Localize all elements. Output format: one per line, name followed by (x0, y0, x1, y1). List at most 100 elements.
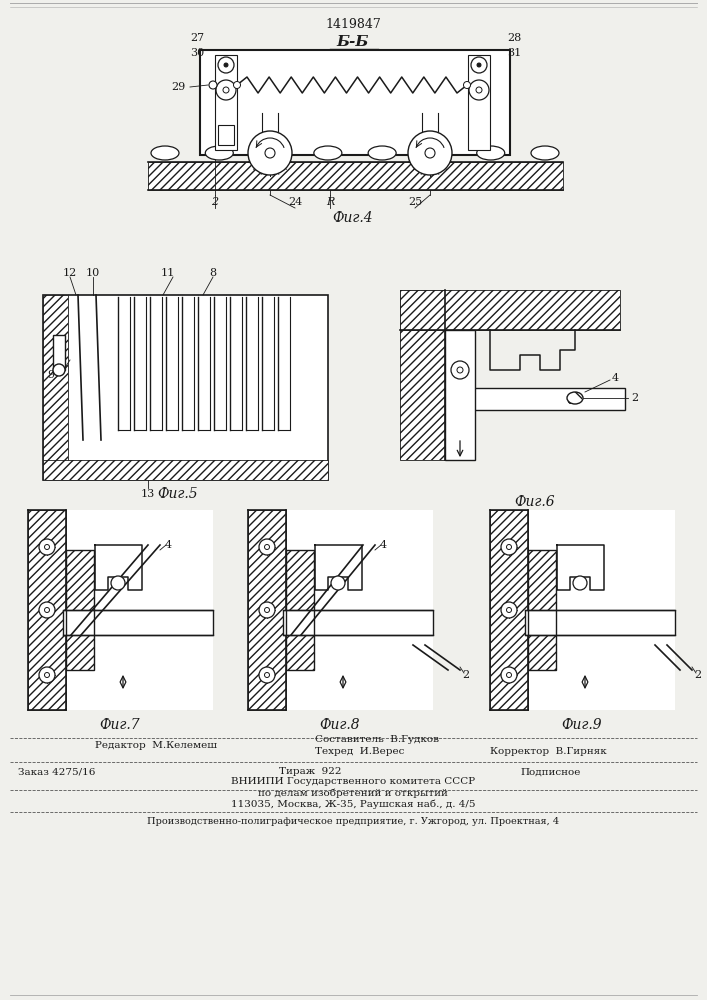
Circle shape (331, 576, 345, 590)
Text: Корректор  В.Гирняк: Корректор В.Гирняк (490, 748, 607, 756)
Text: 30: 30 (190, 48, 204, 58)
Circle shape (218, 57, 234, 73)
Bar (445, 388, 625, 410)
Bar (218, 125, 234, 145)
Text: Тираж  922: Тираж 922 (279, 768, 341, 776)
Bar (445, 330, 475, 460)
Text: Производственно-полиграфическое предприятие, г. Ужгород, ул. Проектная, 4: Производственно-полиграфическое предприя… (147, 818, 559, 826)
Text: 113035, Москва, Ж-35, Раушская наб., д. 4/5: 113035, Москва, Ж-35, Раушская наб., д. … (230, 799, 475, 809)
Text: Подписное: Подписное (520, 768, 580, 776)
Circle shape (451, 361, 469, 379)
Circle shape (39, 667, 55, 683)
Text: 8: 8 (209, 268, 216, 278)
Bar (400, 290, 445, 460)
Bar (63, 610, 213, 635)
Bar (490, 510, 528, 710)
Ellipse shape (368, 146, 396, 160)
Bar (28, 510, 213, 710)
Circle shape (259, 667, 275, 683)
Bar (400, 290, 620, 330)
Text: 31: 31 (507, 48, 521, 58)
Bar (66, 550, 94, 670)
Bar (286, 550, 314, 670)
Text: Фиг.5: Фиг.5 (158, 487, 198, 501)
Circle shape (264, 672, 269, 678)
Bar (490, 510, 675, 710)
Ellipse shape (205, 146, 233, 160)
Text: 12: 12 (63, 268, 77, 278)
Text: 27: 27 (190, 33, 204, 43)
Text: Заказ 4275/16: Заказ 4275/16 (18, 768, 95, 776)
Bar (43, 460, 328, 480)
Circle shape (506, 544, 511, 550)
Bar (525, 610, 675, 635)
Text: 2: 2 (462, 670, 469, 680)
Circle shape (45, 607, 49, 612)
Bar (400, 290, 620, 330)
Bar (148, 162, 563, 190)
Ellipse shape (259, 146, 288, 160)
Circle shape (264, 544, 269, 550)
Text: 9: 9 (47, 370, 54, 380)
Bar (283, 610, 433, 635)
Bar (286, 550, 314, 670)
Text: 24: 24 (288, 197, 302, 207)
Bar (248, 510, 286, 710)
Bar (568, 392, 582, 404)
Bar (528, 550, 556, 670)
Text: Редактор  М.Келемеш: Редактор М.Келемеш (95, 742, 217, 750)
Bar (28, 510, 66, 710)
Circle shape (233, 82, 240, 89)
Circle shape (209, 81, 217, 89)
Bar (468, 55, 490, 150)
Text: 13: 13 (141, 489, 155, 499)
Bar (490, 510, 528, 710)
Bar (28, 510, 66, 710)
Text: 2: 2 (211, 197, 218, 207)
Circle shape (45, 672, 49, 678)
Circle shape (573, 576, 587, 590)
Ellipse shape (151, 146, 179, 160)
Text: 2: 2 (694, 670, 701, 680)
Circle shape (39, 602, 55, 618)
Ellipse shape (314, 146, 342, 160)
Text: 10: 10 (86, 268, 100, 278)
Bar (528, 550, 556, 670)
Text: Фиг.9: Фиг.9 (561, 718, 602, 732)
Bar (248, 510, 433, 710)
Circle shape (501, 602, 517, 618)
Circle shape (224, 63, 228, 67)
Circle shape (469, 80, 489, 100)
Circle shape (408, 131, 452, 175)
Text: 4: 4 (612, 373, 619, 383)
Circle shape (259, 539, 275, 555)
Text: 11: 11 (161, 268, 175, 278)
Ellipse shape (422, 146, 450, 160)
Text: Фиг.7: Фиг.7 (100, 718, 140, 732)
Text: 1419847: 1419847 (325, 18, 381, 31)
Text: ВНИИПИ Государственного комитета СССР: ВНИИПИ Государственного комитета СССР (231, 778, 475, 786)
Circle shape (264, 607, 269, 612)
Bar (400, 290, 445, 460)
Bar (43, 295, 68, 480)
Ellipse shape (477, 146, 505, 160)
Circle shape (506, 607, 511, 612)
Text: R: R (326, 197, 334, 207)
Bar (43, 460, 328, 480)
Circle shape (457, 367, 463, 373)
Text: 25: 25 (408, 197, 422, 207)
Circle shape (45, 544, 49, 550)
Circle shape (259, 602, 275, 618)
Circle shape (223, 87, 229, 93)
Circle shape (477, 63, 481, 67)
Text: Фиг.8: Фиг.8 (320, 718, 361, 732)
Text: 29: 29 (171, 82, 185, 92)
Circle shape (476, 87, 482, 93)
Bar (215, 55, 237, 150)
Bar (66, 550, 94, 670)
Text: Фиг.6: Фиг.6 (515, 495, 555, 509)
Circle shape (53, 364, 65, 376)
Text: 4: 4 (165, 540, 172, 550)
Circle shape (248, 131, 292, 175)
Bar (445, 330, 475, 460)
